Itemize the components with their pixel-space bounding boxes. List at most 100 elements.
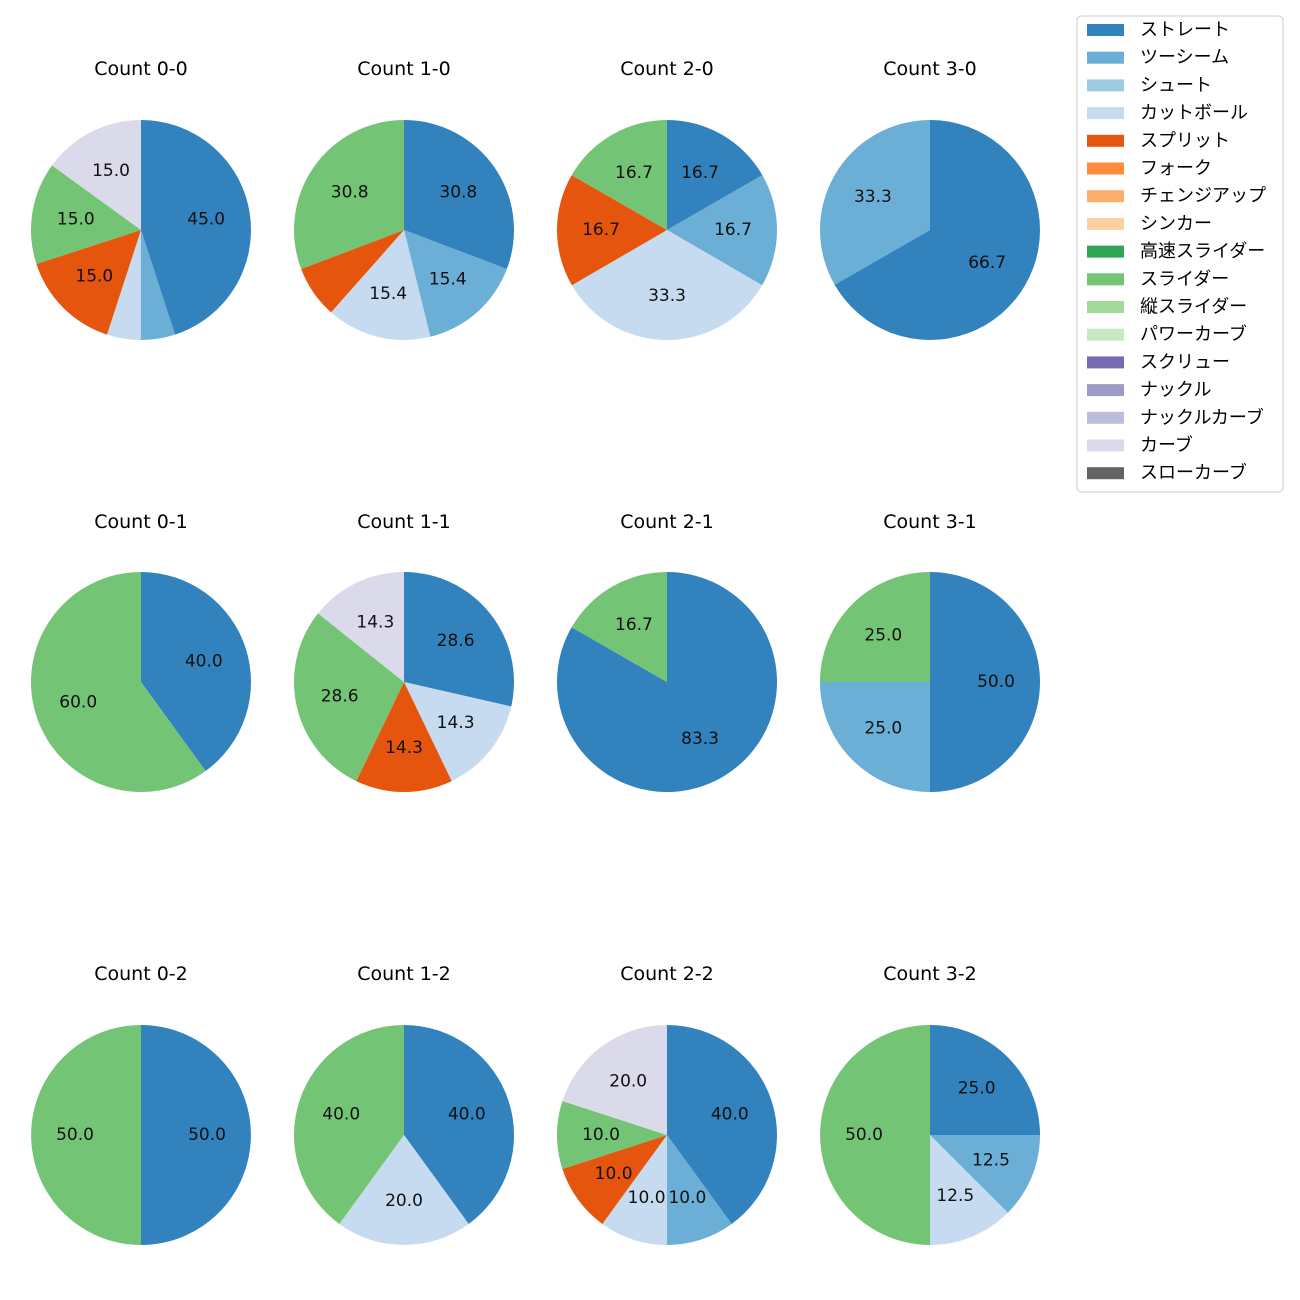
legend-label: スライダー (1140, 269, 1229, 290)
legend-swatch (1087, 467, 1124, 480)
slice-label: 14.3 (437, 713, 475, 733)
pie-slice (31, 1025, 141, 1245)
legend-swatch (1087, 301, 1124, 313)
pie-slice (667, 175, 777, 286)
slice-label: 15.4 (369, 284, 407, 304)
legend-entry: ナックルカーブ (1087, 406, 1264, 428)
legend-swatch (1087, 79, 1124, 92)
pie-slice (404, 120, 514, 270)
legend-entry: カーブ (1087, 434, 1193, 456)
slice-label: 33.3 (648, 286, 686, 306)
legend-label: カーブ (1140, 434, 1193, 456)
slice-label: 15.0 (57, 210, 95, 230)
pie-slice (301, 230, 404, 313)
pie-title: Count 2-2 (620, 963, 714, 985)
slice-label: 10.0 (628, 1188, 666, 1208)
legend-swatch (1087, 439, 1124, 452)
legend-label: スローカーブ (1140, 462, 1247, 484)
slice-label: 15.0 (92, 161, 130, 181)
pie-title: Count 2-0 (620, 58, 714, 80)
pie-slice (36, 230, 141, 335)
pie-slice (820, 572, 930, 682)
pie-slice (820, 120, 930, 285)
pie-title: Count 0-0 (94, 58, 188, 80)
legend-label: スプリット (1140, 130, 1230, 151)
pie-slice (404, 572, 514, 707)
pie-chart: 50.0 25.0 25.0 Count 3-1 (820, 511, 1040, 792)
slice-label: 50.0 (845, 1125, 883, 1145)
legend-swatch (1087, 134, 1124, 147)
slice-label: 28.6 (321, 687, 359, 707)
pie-slice (667, 1025, 777, 1224)
pie-slice (141, 120, 251, 335)
legend-swatch (1087, 328, 1124, 341)
pie-slice (404, 682, 512, 782)
pie-title: Count 2-1 (620, 511, 714, 533)
legend-entry: 縦スライダー (1087, 297, 1247, 318)
legend: ストレートツーシームシュートカットボールスプリットフォークチェンジアップシンカー… (1076, 15, 1284, 493)
pie-title: Count 0-1 (94, 511, 188, 533)
legend-label: チェンジアップ (1140, 186, 1266, 207)
legend-label: スクリュー (1140, 352, 1230, 373)
slice-label: 50.0 (56, 1125, 94, 1145)
legend-label: カットボール (1140, 103, 1248, 124)
slice-label: 12.5 (936, 1186, 974, 1206)
legend-label: 高速スライダー (1140, 241, 1265, 262)
pie-slice (557, 1101, 667, 1169)
legend-entry: スローカーブ (1087, 462, 1247, 484)
pie-slice (562, 1025, 667, 1135)
slice-label: 83.3 (681, 729, 719, 749)
slice-label: 10.0 (582, 1125, 620, 1145)
legend-swatch (1087, 24, 1124, 36)
legend-frame (1076, 15, 1284, 493)
slice-label: 16.7 (714, 220, 752, 240)
pie-chart: 83.3 16.7 Count 2-1 (557, 511, 777, 792)
slice-label: 15.0 (75, 267, 113, 287)
pie-chart: 30.8 15.4 15.4 30.8 Count 1-0 (294, 58, 514, 340)
pie-slice (930, 1135, 1008, 1245)
legend-entry: チェンジアップ (1087, 186, 1266, 207)
legend-label: ナックルカーブ (1140, 406, 1264, 428)
legend-entry: ツーシーム (1087, 47, 1229, 68)
pie-slice (820, 682, 930, 792)
slice-label: 50.0 (977, 672, 1015, 692)
pie-slice (404, 1025, 514, 1224)
pie-slice (404, 230, 507, 337)
legend-swatch (1087, 411, 1124, 424)
legend-entry: ストレート (1087, 20, 1230, 41)
pie-slice (930, 1025, 1040, 1135)
slice-label: 33.3 (854, 187, 892, 207)
pie-title: Count 3-2 (883, 963, 977, 985)
pie-slice (317, 572, 404, 682)
slice-label: 20.0 (385, 1191, 423, 1211)
slice-label: 16.7 (615, 163, 653, 183)
slice-label: 20.0 (609, 1072, 647, 1092)
pie-slice (562, 1135, 667, 1224)
pie-slice (571, 230, 763, 340)
pie-slice (30, 165, 141, 264)
legend-entry: ナックル (1087, 380, 1211, 401)
legend-entry: スライダー (1087, 269, 1229, 290)
pie-slice (834, 120, 1040, 340)
pie-slice (52, 120, 141, 230)
pie-slice (339, 1135, 469, 1245)
pie-chart: 40.0 60.0 Count 0-1 (31, 511, 252, 792)
slice-label: 25.0 (958, 1078, 996, 1098)
slice-label: 25.0 (864, 719, 902, 739)
legend-swatch (1087, 51, 1124, 64)
pie-slice (556, 175, 667, 286)
pie-chart: 25.0 12.5 12.5 50.0 Count 3-2 (820, 963, 1040, 1245)
slice-label: 60.0 (59, 692, 97, 712)
legend-entry: スクリュー (1087, 352, 1230, 373)
legend-label: パワーカーブ (1140, 323, 1247, 345)
pie-slice (571, 572, 667, 682)
slice-label: 40.0 (711, 1105, 749, 1125)
legend-swatch (1087, 245, 1124, 258)
slice-label: 50.0 (188, 1125, 226, 1145)
pie-slice (294, 120, 404, 270)
pie-slice (930, 572, 1040, 792)
legend-label: シュート (1140, 75, 1212, 96)
slice-label: 16.7 (582, 220, 620, 240)
slice-label: 28.6 (437, 631, 475, 651)
pie-slice (141, 572, 252, 771)
